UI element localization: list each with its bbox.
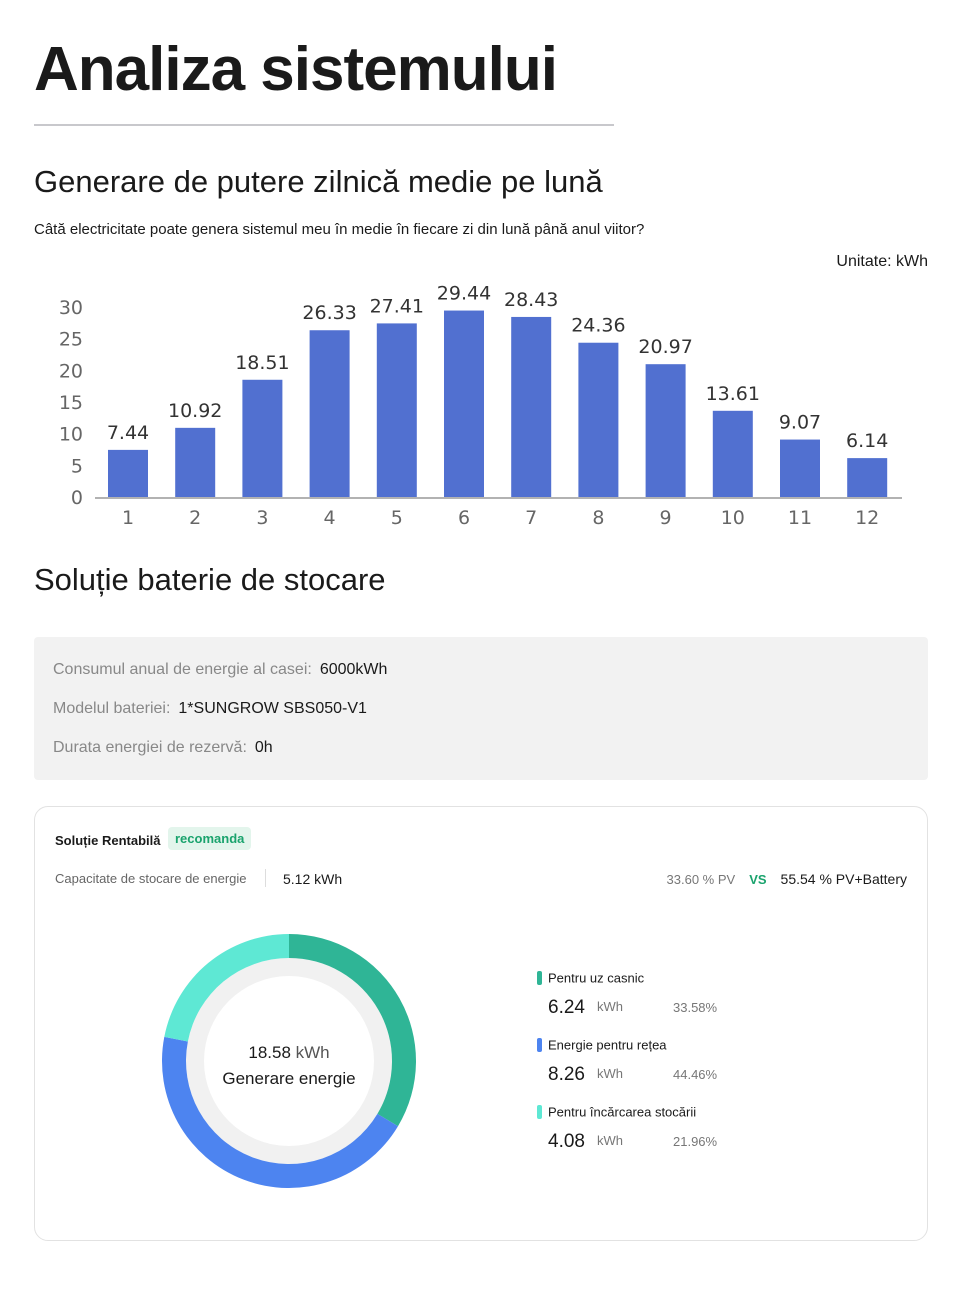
capacity-divider [265,869,266,887]
y-tick-label: 15 [59,392,83,414]
info-row-consumption: Consumul anual de energie al casei: 6000k… [53,661,387,679]
legend-label: Pentru uz casnic [548,970,645,986]
donut-label: Generare energie [222,1069,356,1088]
bar-5 [376,323,417,497]
storage-info-panel: Consumul anual de energie al casei: 6000k… [34,637,928,780]
pv-comparison: 33.60 % PV VS 55.54 % PV+Battery [667,871,907,887]
bar-8 [578,342,619,497]
bar-value-label: 24.36 [571,315,625,337]
y-tick-label: 30 [59,297,83,319]
x-tick-label: 6 [458,507,470,529]
x-tick-label: 5 [391,507,403,529]
x-tick-label: 3 [256,507,268,529]
legend-item-grid: Energie pentru rețea 8.26 kWh 44.46% [537,1036,717,1085]
title-divider [34,124,614,126]
bar-value-label: 10.92 [168,400,222,422]
legend-percent: 33.58% [673,1000,718,1015]
legend-value: 6.24 [548,997,585,1018]
bar-9 [645,364,686,497]
legend-swatch [537,970,542,985]
bar-4 [309,330,350,497]
solution-card: Soluție Rentabilă recomanda Capacitate d… [34,806,928,1241]
generation-heading: Generare de putere zilnică medie pe lună [34,164,603,199]
info-label: Consumul anual de energie al casei: [53,661,312,678]
y-tick-label: 0 [71,487,83,509]
pv-only: 33.60 % PV [666,872,736,887]
y-tick-label: 20 [59,360,83,382]
bar-6 [444,310,484,497]
unit-label: Unitate: kWh [836,253,928,270]
bar-3 [242,379,283,497]
x-tick-label: 9 [660,507,672,529]
bar-2 [175,427,216,497]
x-tick-label: 11 [788,507,812,529]
capacity-label: Capacitate de stocare de energie [55,871,247,886]
capacity-value: 5.12 kWh [283,871,343,887]
bar-7 [511,316,552,497]
donut-segment-2 [164,934,289,1042]
y-tick-label: 25 [59,329,83,351]
legend-unit: kWh [597,1133,623,1148]
info-label: Durata energiei de rezervă: [53,739,247,756]
x-tick-label: 8 [592,507,604,529]
legend-percent: 44.46% [673,1067,718,1082]
storage-heading: Soluție baterie de stocare [34,562,386,597]
bar-value-label: 20.97 [638,336,692,358]
energy-donut-chart [162,934,416,1188]
y-tick-label: 5 [71,455,83,477]
donut-segment-1 [162,1036,398,1188]
legend-unit: kWh [597,1066,623,1081]
x-tick-label: 4 [324,507,336,529]
bar-value-label: 13.61 [706,383,760,405]
x-tick-label: 10 [721,507,745,529]
x-tick-label: 12 [855,507,879,529]
bar-value-label: 26.33 [302,302,356,324]
total-value: 18.58 [248,1043,291,1062]
bar-value-label: 7.44 [107,422,149,444]
bar-value-label: 6.14 [846,430,888,452]
legend-swatch [537,1104,542,1119]
legend-label: Energie pentru rețea [548,1037,667,1053]
info-label: Modelul bateriei: [53,700,171,717]
legend-item-home-use: Pentru uz casnic 6.24 kWh 33.58% [537,969,717,1018]
legend-swatch [537,1037,542,1052]
recommend-badge: recomanda [168,827,252,850]
pv-battery: 55.54 % PV+Battery [780,871,907,887]
bar-value-label: 18.51 [235,352,289,374]
donut-total: 18.58 kWh [159,1043,419,1063]
info-row-battery-model: Modelul bateriei: 1*SUNGROW SBS050-V1 [53,700,367,718]
legend-value: 8.26 [548,1064,585,1085]
info-value: 6000kWh [319,661,388,678]
total-unit: kWh [295,1043,330,1062]
bar-value-label: 9.07 [779,412,821,434]
legend-item-storage-charging: Pentru încărcarea stocării 4.08 kWh 21.96% [537,1103,717,1152]
legend-label: Pentru încărcarea stocării [548,1104,697,1120]
donut-center [204,976,374,1146]
bar-10 [712,410,753,497]
legend-unit: kWh [597,999,623,1014]
bar-12 [847,458,888,497]
bar-value-label: 27.41 [370,295,424,317]
info-row-backup-duration: Durata energiei de rezervă: 0h [53,739,273,757]
x-tick-label: 2 [189,507,201,529]
vs-label: VS [749,872,767,887]
solution-title: Soluție Rentabilă [55,833,161,848]
x-tick-label: 1 [122,507,134,529]
bar-value-label: 28.43 [504,289,558,311]
x-tick-label: 7 [525,507,537,529]
monthly-generation-chart: 0 5 10 15 20 25 30 7.44 1 10.92 2 18.51 3 26.33 4 27.41… [59,283,902,529]
info-value: 0h [254,739,273,756]
legend-percent: 21.96% [673,1134,718,1149]
legend-value: 4.08 [548,1131,585,1152]
info-value: 1*SUNGROW SBS050-V1 [178,700,367,717]
bar-1 [108,449,148,497]
bar-value-label: 29.44 [437,283,491,305]
y-tick-label: 10 [59,424,83,446]
page-title: Analiza sistemului [34,35,558,104]
generation-question: Câtă electricitate poate genera sistemul… [34,221,645,238]
donut-segment-0 [289,934,416,1127]
bar-11 [780,439,820,497]
